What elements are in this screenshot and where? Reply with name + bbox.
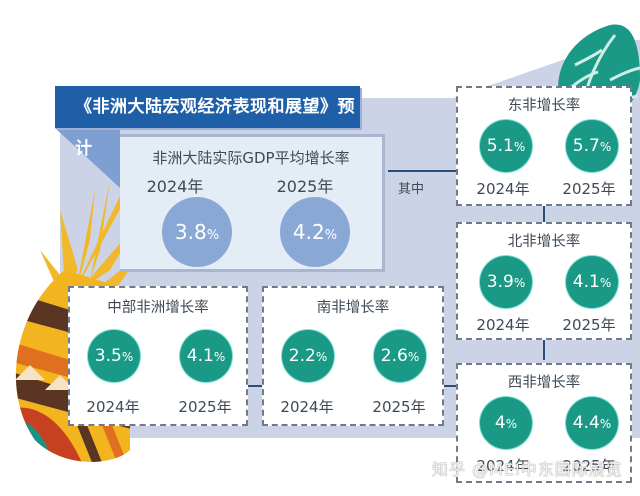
main-value-2025: 4.2% (280, 197, 350, 267)
watermark: 知乎 @MEI中东国际展览 (432, 460, 623, 479)
main-year-2024: 2024年 (146, 177, 204, 196)
region-value-2025: 4.4% (566, 397, 618, 449)
main-gdp-box: 非洲大陆实际GDP平均增长率 2024年 2025年 3.8% 4.2% (120, 134, 385, 272)
region-year-2025: 2025年 (562, 180, 616, 198)
region-title: 北非增长率 (507, 234, 581, 250)
main-year-2025: 2025年 (276, 177, 334, 196)
connector-label: 其中 (398, 182, 425, 197)
region-value-2024: 5.1% (480, 120, 532, 172)
region-year-2024: 2024年 (86, 398, 140, 416)
connector-line (543, 338, 545, 360)
region-value-2024: 3.5% (88, 330, 140, 382)
region-title: 东非增长率 (507, 98, 581, 114)
region-box-central-africa: 中部非洲增长率 3.5% 4.1% 2024年 2025年 (68, 286, 248, 426)
region-box-south-africa: 南非增长率 2.2% 2.6% 2024年 2025年 (262, 286, 444, 426)
main-value-2024: 3.8% (162, 197, 232, 267)
connector-line (543, 205, 545, 225)
connector-line (443, 385, 458, 387)
region-value-2025: 4.1% (180, 330, 232, 382)
region-value-2024: 4% (480, 397, 532, 449)
region-value-2024: 3.9% (480, 256, 532, 308)
main-heading: 非洲大陆实际GDP平均增长率 (152, 149, 350, 167)
region-title: 中部非洲增长率 (107, 300, 209, 316)
region-value-2025: 4.1% (566, 256, 618, 308)
region-year-2025: 2025年 (562, 457, 616, 475)
region-value-2025: 5.7% (566, 120, 618, 172)
region-year-2024: 2024年 (476, 316, 530, 334)
region-year-2024: 2024年 (476, 180, 530, 198)
region-year-2025: 2025年 (562, 316, 616, 334)
region-value-2024: 2.2% (282, 330, 334, 382)
region-title: 南非增长率 (316, 300, 390, 316)
region-box-east-africa: 东非增长率 5.1% 5.7% 2024年 2025年 (456, 86, 632, 206)
region-year-2025: 2025年 (372, 398, 426, 416)
title-banner: 《非洲大陆宏观经济表现和展望》预计 (55, 86, 360, 159)
region-year-2024: 2024年 (476, 457, 530, 475)
region-value-2025: 2.6% (374, 330, 426, 382)
banner-fold (55, 128, 120, 188)
region-box-north-africa: 北非增长率 3.9% 4.1% 2024年 2025年 (456, 222, 632, 340)
region-box-west-africa: 西非增长率 4% 4.4% 2024年 2025年 (456, 363, 632, 483)
region-title: 西非增长率 (507, 375, 581, 391)
connector-line (388, 170, 458, 172)
region-year-2025: 2025年 (178, 398, 232, 416)
region-year-2024: 2024年 (280, 398, 334, 416)
connector-line (246, 385, 262, 387)
